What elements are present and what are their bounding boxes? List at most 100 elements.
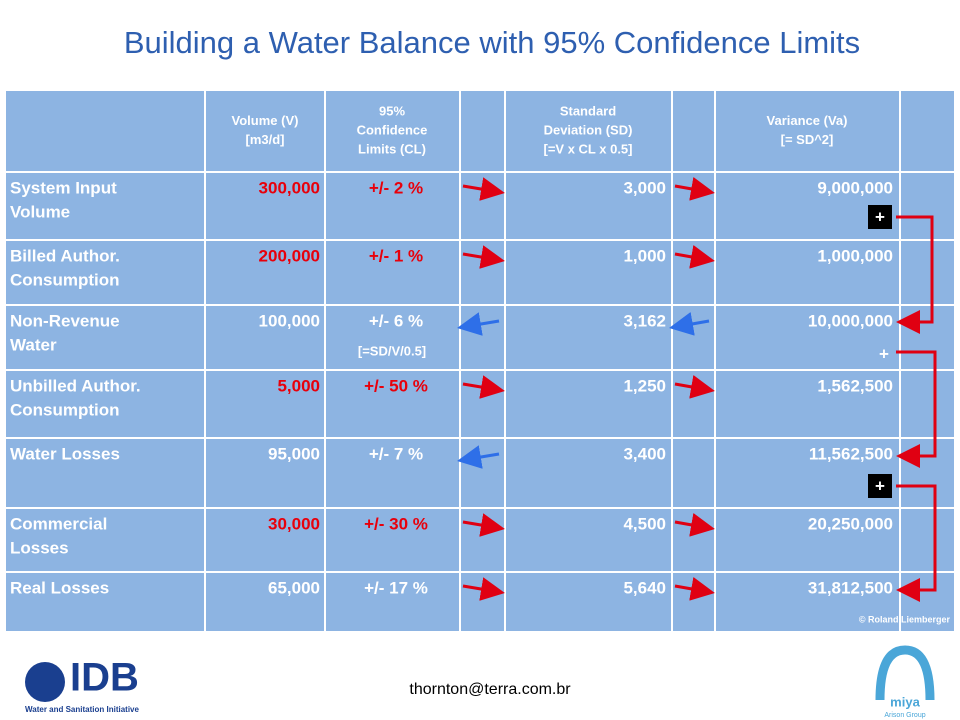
table-cell [714, 304, 901, 371]
arrow [674, 375, 715, 399]
column-header: Volume (V) [232, 113, 299, 128]
column-header: Standard [560, 103, 616, 118]
arrow [457, 312, 500, 336]
table-cell [899, 437, 956, 509]
idb-logo: IDB Water and Sanitation Initiative [25, 656, 139, 714]
variance: 11,562,500 [809, 444, 893, 463]
table-cell [4, 369, 206, 439]
arrow [674, 513, 715, 537]
standard-deviation: 3,400 [623, 444, 666, 463]
table-cell [671, 369, 716, 439]
logo-text: miya [890, 694, 920, 709]
row-label: Water Losses [10, 444, 120, 463]
table: Volume (V) [m3/d] 95% Confidence Limits (CL)… [4, 89, 956, 633]
column-header: Deviation (SD) [544, 122, 633, 137]
row-label: Unbilled Author. [10, 376, 141, 395]
confidence-limit: +/- 30 % [364, 514, 428, 533]
table-cell [899, 507, 956, 573]
table-cell [4, 437, 206, 509]
table-cell [459, 171, 506, 241]
table-cell [4, 571, 206, 633]
table-cell [324, 304, 461, 371]
table-cell [671, 507, 716, 573]
standard-deviation: 3,000 [623, 178, 666, 197]
table-cell [459, 571, 506, 633]
row-label: Consumption [10, 400, 120, 419]
column-header: [=V x CL x 0.5] [544, 141, 633, 156]
slide-title: Building a Water Balance with 95% Confid… [124, 25, 860, 60]
volume: 95,000 [268, 444, 320, 463]
sum-bracket [896, 350, 937, 468]
volume: 200,000 [259, 246, 320, 265]
row-label: Non-Revenue [10, 311, 120, 330]
row-label: Volume [10, 202, 70, 221]
table-cell [204, 304, 326, 371]
row-label: Billed Author. [10, 246, 120, 265]
confidence-limit: +/- 7 % [369, 444, 423, 463]
table-cell [459, 239, 506, 306]
table-cell [4, 89, 206, 173]
arrow [462, 245, 505, 269]
standard-deviation: 3,162 [623, 311, 666, 330]
table-cell [204, 89, 326, 173]
table-cell [204, 171, 326, 241]
table-cell [459, 507, 506, 573]
miya-logo: miya Arison Group [875, 645, 935, 719]
variance: 9,000,000 [817, 178, 893, 197]
variance: 10,000,000 [808, 311, 893, 330]
logo-sub: Arison Group [884, 712, 925, 719]
table-cell [671, 89, 716, 173]
volume: 65,000 [268, 578, 320, 597]
confidence-limit: +/- 1 % [369, 246, 423, 265]
table-cell [459, 304, 506, 371]
table-cell [504, 171, 673, 241]
table-cell [459, 437, 506, 509]
arrow [674, 577, 715, 601]
table-cell [714, 239, 901, 306]
row-label: Consumption [10, 270, 120, 289]
plus-sign: + [875, 476, 885, 495]
table-cell [671, 437, 716, 509]
row-label: Water [10, 335, 57, 354]
plus-box [868, 474, 892, 498]
footer-email: thornton@terra.com.br [409, 681, 571, 698]
confidence-limit: +/- 50 % [364, 376, 428, 395]
table-cell [504, 89, 673, 173]
table-cell [671, 171, 716, 241]
table-cell [324, 437, 461, 509]
table-cell [324, 571, 461, 633]
column-header: [= SD^2] [781, 132, 834, 147]
table-cell [671, 239, 716, 306]
table-cell [4, 239, 206, 306]
confidence-limit: +/- 2 % [369, 178, 423, 197]
column-header: Confidence [357, 122, 428, 137]
table-cell [899, 171, 956, 241]
sum-bracket [896, 484, 937, 602]
plus-sign: + [879, 344, 889, 363]
arrow [462, 177, 505, 201]
cl-note: [=SD/V/0.5] [358, 343, 426, 358]
table-cell [504, 571, 673, 633]
column-header: 95% [379, 103, 405, 118]
variance: 1,000,000 [817, 246, 893, 265]
variance: 1,562,500 [817, 376, 893, 395]
table-cell [324, 89, 461, 173]
table-cell [504, 437, 673, 509]
copyright: © Roland Liemberger [859, 614, 951, 624]
arrow [462, 513, 505, 537]
row-label: System Input [10, 178, 117, 197]
table-cell [899, 239, 956, 306]
confidence-limit: +/- 6 % [369, 311, 423, 330]
confidence-limit: +/- 17 % [364, 578, 428, 597]
table-cell [324, 369, 461, 439]
column-header: Limits (CL) [358, 141, 426, 156]
volume: 5,000 [277, 376, 320, 395]
table-cell [504, 304, 673, 371]
logo-sub: Water and Sanitation Initiative [25, 705, 139, 714]
arrow [674, 177, 715, 201]
variance: 31,812,500 [808, 578, 893, 597]
column-header: Variance (Va) [767, 113, 848, 128]
arrow [462, 577, 505, 601]
plus-box [868, 205, 892, 229]
